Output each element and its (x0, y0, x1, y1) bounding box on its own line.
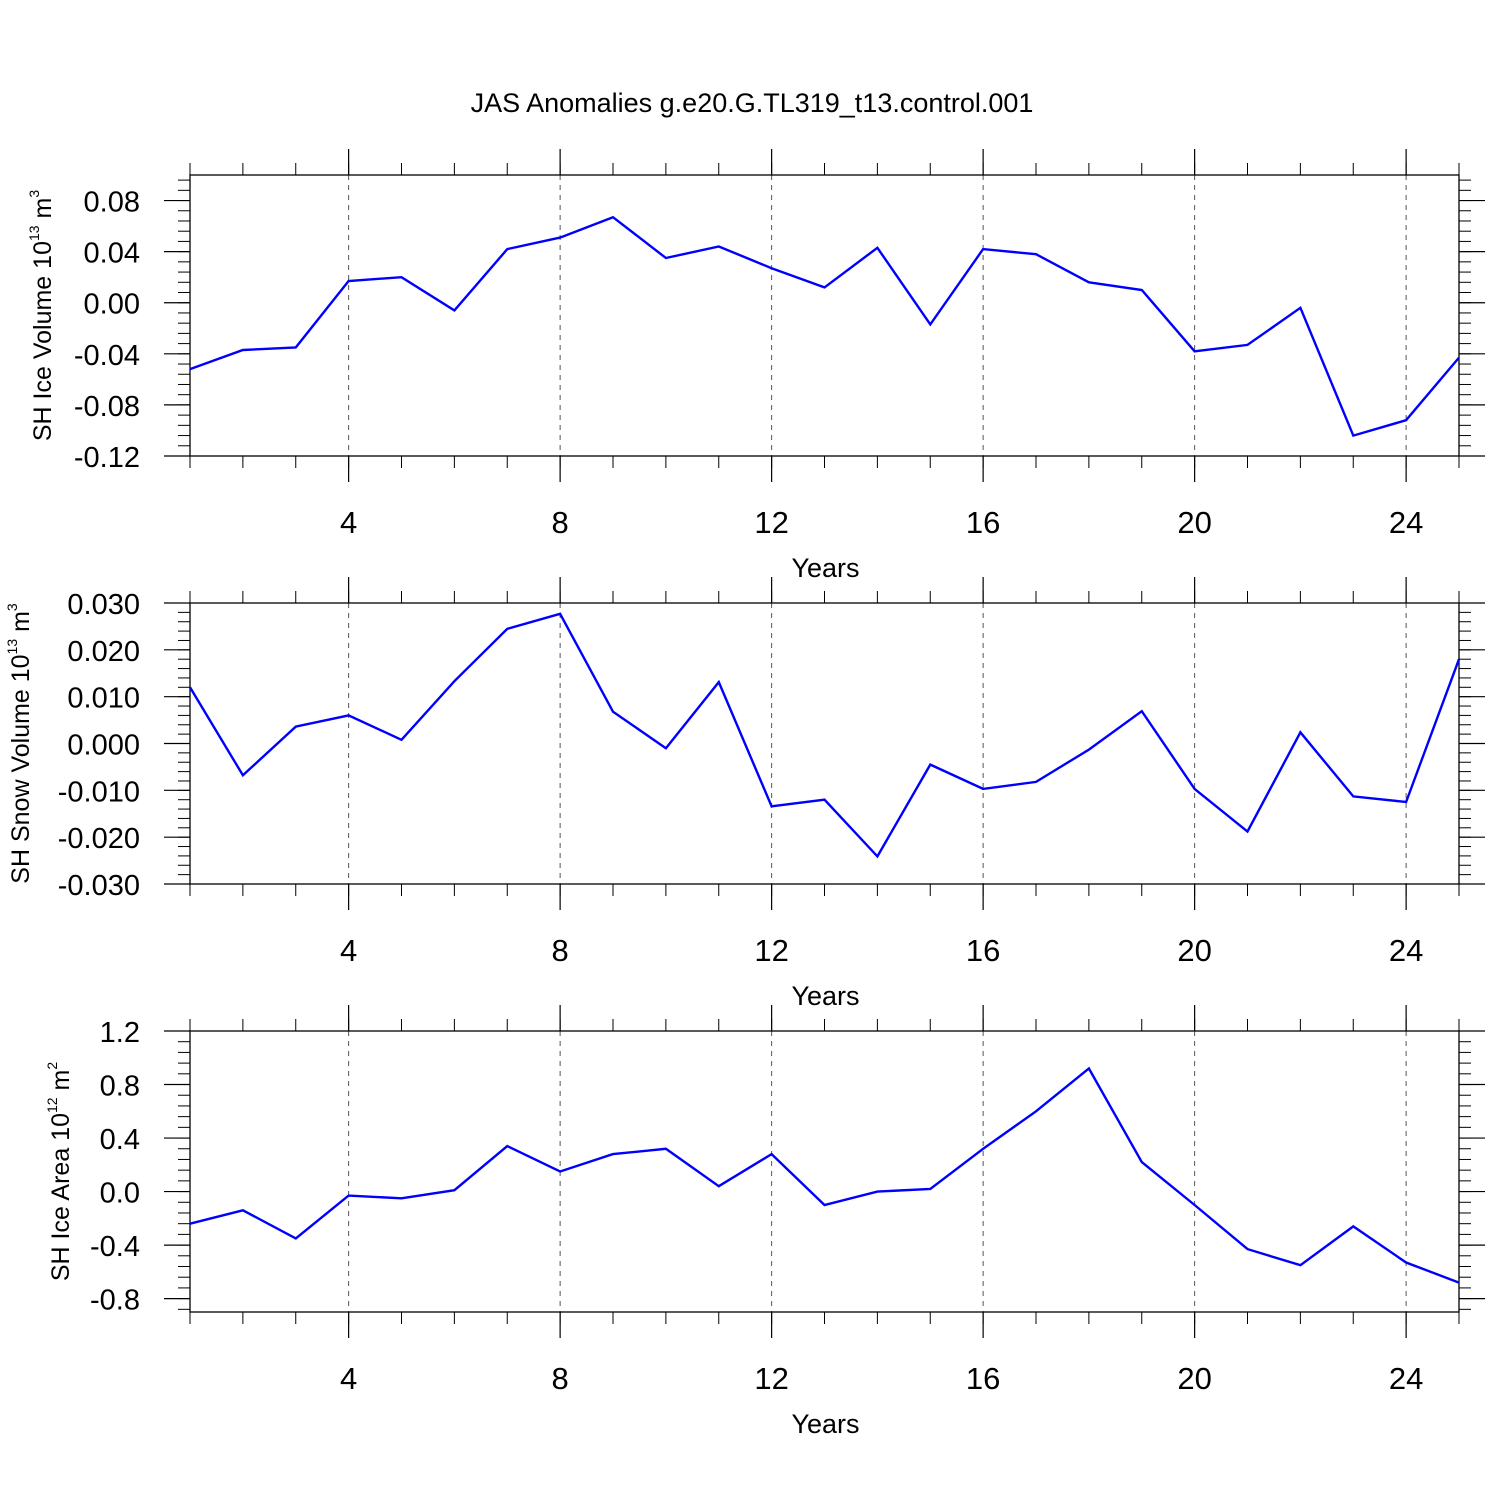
y-tick-label: 0.030 (67, 589, 140, 621)
y-tick-label: -0.010 (58, 776, 140, 808)
x-tick-label: 12 (754, 505, 788, 540)
x-tick-label: 16 (966, 505, 1000, 540)
x-tick-label: 8 (552, 933, 569, 968)
x-axis-label: Years (791, 1409, 859, 1439)
y-tick-label: 1.2 (100, 1017, 140, 1049)
plot-frame (189, 174, 1460, 457)
x-tick-label: 16 (966, 933, 1000, 968)
panel-2: 4 8 12 16 20 24 -0.030 -0.020 -0.010 0.000 0.010 0.… (4, 577, 1485, 1011)
x-tick-label: 8 (552, 1361, 569, 1396)
x-tick-label: 4 (340, 1361, 357, 1396)
y-tick-label: -0.020 (58, 823, 140, 855)
x-tick-label: 20 (1177, 933, 1211, 968)
x-tick-label: 12 (754, 1361, 788, 1396)
y-tick-label: -0.4 (90, 1231, 140, 1263)
y-tick-label: 0.0 (100, 1178, 140, 1210)
plot-frame (189, 1030, 1460, 1313)
x-axis-label: Years (791, 553, 859, 583)
chart-title: JAS Anomalies g.e20.G.TL319_t13.control.… (471, 88, 1034, 118)
y-tick-label: 0.08 (84, 187, 140, 219)
x-tick-label: 20 (1177, 505, 1211, 540)
x-tick-label: 24 (1389, 933, 1423, 968)
series-line (189, 1066, 1460, 1284)
y-tick-label: 0.04 (84, 238, 140, 270)
x-tick-label: 20 (1177, 1361, 1211, 1396)
y-tick-label: 0.00 (84, 289, 140, 321)
x-tick-label: 24 (1389, 1361, 1423, 1396)
x-axis-label: Years (791, 981, 859, 1011)
y-tick-label: -0.08 (74, 391, 140, 423)
panel-3: 4 8 12 16 20 24 -0.8 -0.4 0.0 0.4 0.8 1.2 Years SH Ic… (44, 1005, 1485, 1439)
y-tick-label: -0.030 (58, 870, 140, 902)
y-tick-label: 0.000 (67, 730, 140, 762)
y-tick-label: -0.8 (90, 1285, 140, 1317)
x-tick-label: 8 (552, 505, 569, 540)
x-tick-label: 4 (340, 933, 357, 968)
panel-1: 4 8 12 16 20 24 -0.12 -0.08 -0.04 0.00 0.04 0.08 Yea… (26, 149, 1485, 583)
y-tick-label: 0.8 (100, 1071, 140, 1103)
x-tick-label: 24 (1389, 505, 1423, 540)
y-tick-label: -0.12 (74, 442, 140, 474)
x-tick-label: 16 (966, 1361, 1000, 1396)
x-tick-label: 12 (754, 933, 788, 968)
y-axis-label: SH Snow Volume 1013 m3 (4, 603, 35, 884)
y-tick-label: 0.010 (67, 683, 140, 715)
series-line (188, 612, 1461, 859)
x-tick-label: 4 (340, 505, 357, 540)
y-axis-label: SH Ice Area 1012 m2 (44, 1062, 75, 1282)
y-tick-label: 0.020 (67, 636, 140, 668)
y-axis-label: SH Ice Volume 1013 m3 (26, 190, 57, 441)
y-tick-label: 0.4 (100, 1124, 140, 1156)
plot-frame (189, 602, 1460, 885)
y-tick-label: -0.04 (74, 340, 140, 372)
series-line (189, 215, 1460, 438)
